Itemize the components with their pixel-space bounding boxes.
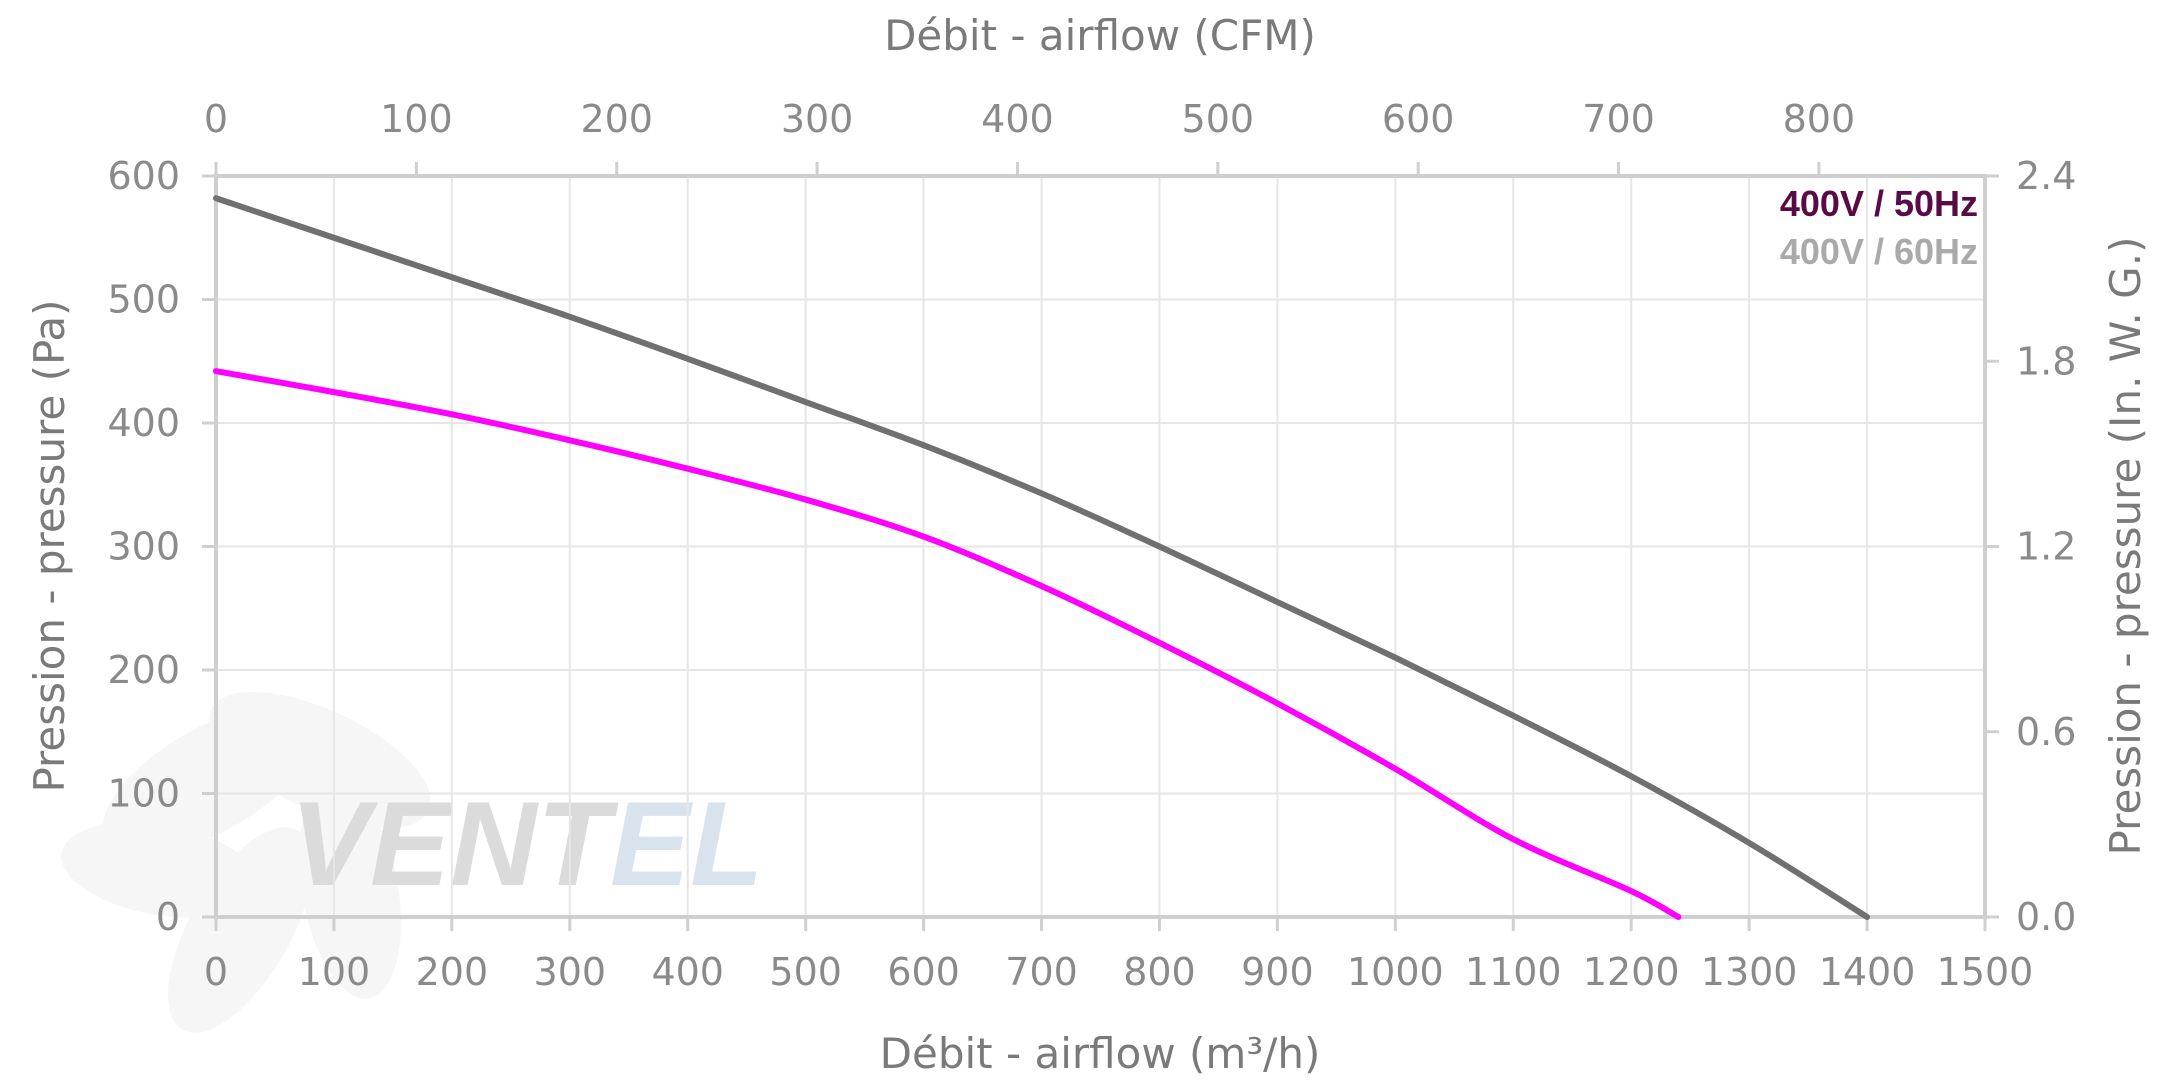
series-lines xyxy=(213,195,1871,920)
x-tick-label-bottom: 600 xyxy=(887,950,960,994)
y-tick-label-left: 500 xyxy=(107,278,180,322)
series-line-1 xyxy=(213,195,1871,920)
x-tick-label-top: 500 xyxy=(1182,97,1255,141)
legend-entry-50hz: 400V / 50Hz xyxy=(1780,183,1978,224)
x-tick-label-bottom: 1300 xyxy=(1701,950,1798,994)
x-tick-label-top: 0 xyxy=(204,97,228,141)
y-tick-label-left: 0 xyxy=(156,895,180,939)
legend-entry-60hz: 400V / 60Hz xyxy=(1780,231,1978,272)
x-tick-label-top: 400 xyxy=(981,97,1054,141)
x-tick-label-bottom: 900 xyxy=(1241,950,1314,994)
y-tick-label-left: 600 xyxy=(107,154,180,198)
y-axis-title-right: Pression - pressure (In. W. G.) xyxy=(2101,237,2150,856)
x-tick-label-bottom: 500 xyxy=(769,950,842,994)
y-tick-label-left: 400 xyxy=(107,401,180,445)
left-y-ticks: 0 100 200 300 400 500 600 xyxy=(107,154,216,939)
x-tick-label-bottom: 1500 xyxy=(1937,950,2034,994)
x-tick-label-bottom: 1400 xyxy=(1819,950,1916,994)
right-y-ticks: 0.0 0.6 1.2 1.8 2.4 xyxy=(1985,154,2076,939)
x-tick-label-bottom: 1000 xyxy=(1347,950,1444,994)
top-x-ticks: 0 100 200 300 400 500 600 700 800 xyxy=(204,97,1855,176)
x-tick-label-bottom: 200 xyxy=(416,950,489,994)
watermark-text-dark: VENT xyxy=(290,777,619,911)
watermark-text-light: EL xyxy=(610,777,763,911)
x-tick-label-bottom: 300 xyxy=(534,950,607,994)
x-axis-title-bottom: Débit - airflow (m³/h) xyxy=(880,1029,1321,1078)
y-axis-title-left: Pression - pressure (Pa) xyxy=(25,299,74,792)
x-tick-label-bottom: 100 xyxy=(298,950,371,994)
y-tick-label-left: 200 xyxy=(107,648,180,692)
y-tick-label-right: 0.6 xyxy=(2016,710,2076,754)
svg-text:VENTEL: VENTEL xyxy=(290,777,763,911)
y-tick-label-left: 300 xyxy=(107,525,180,569)
y-tick-label-right: 1.8 xyxy=(2016,339,2076,383)
x-tick-label-top: 600 xyxy=(1382,97,1455,141)
x-tick-label-top: 700 xyxy=(1582,97,1655,141)
fan-blade-icon xyxy=(61,691,431,1033)
x-axis-title-top: Débit - airflow (CFM) xyxy=(884,11,1316,60)
x-tick-label-bottom: 0 xyxy=(204,950,228,994)
y-tick-label-left: 100 xyxy=(107,772,180,816)
x-tick-label-top: 800 xyxy=(1783,97,1856,141)
x-tick-label-bottom: 800 xyxy=(1123,950,1196,994)
x-tick-label-top: 200 xyxy=(580,97,653,141)
bottom-x-ticks: 0 100 200 300 400 500 600 700 800 900 1000 1100 1200… xyxy=(204,917,2033,994)
y-tick-label-right: 0.0 xyxy=(2016,895,2076,939)
y-tick-label-right: 2.4 xyxy=(2016,154,2076,198)
x-tick-label-bottom: 1200 xyxy=(1583,950,1680,994)
x-tick-label-bottom: 700 xyxy=(1005,950,1078,994)
x-tick-label-top: 300 xyxy=(781,97,854,141)
y-tick-label-right: 1.2 xyxy=(2016,525,2076,569)
x-tick-label-bottom: 400 xyxy=(651,950,724,994)
x-tick-label-bottom: 1100 xyxy=(1465,950,1562,994)
x-tick-label-top: 100 xyxy=(380,97,453,141)
series-line-0 xyxy=(213,368,1682,920)
watermark-logo: VENTEL xyxy=(61,691,763,1033)
legend: 400V / 50Hz 400V / 60Hz xyxy=(1780,183,1978,272)
